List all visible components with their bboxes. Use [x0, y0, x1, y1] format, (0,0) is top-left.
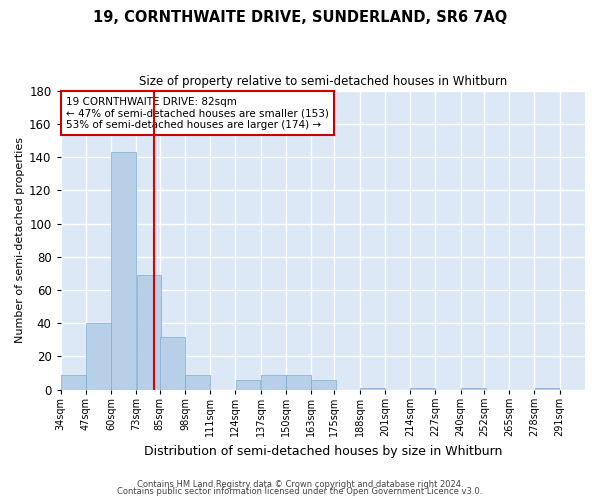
Text: 19, CORNTHWAITE DRIVE, SUNDERLAND, SR6 7AQ: 19, CORNTHWAITE DRIVE, SUNDERLAND, SR6 7… — [93, 10, 507, 25]
X-axis label: Distribution of semi-detached houses by size in Whitburn: Distribution of semi-detached houses by … — [143, 444, 502, 458]
Bar — [286, 375, 311, 390]
Text: 19 CORNTHWAITE DRIVE: 82sqm
← 47% of semi-detached houses are smaller (153)
53% : 19 CORNTHWAITE DRIVE: 82sqm ← 47% of sem… — [66, 96, 329, 130]
Bar — [185, 375, 210, 390]
Y-axis label: Number of semi-detached properties: Number of semi-detached properties — [15, 137, 25, 343]
Bar — [160, 336, 185, 390]
Bar — [410, 388, 435, 390]
Bar — [61, 375, 86, 390]
Title: Size of property relative to semi-detached houses in Whitburn: Size of property relative to semi-detach… — [139, 75, 507, 88]
Bar — [112, 152, 136, 390]
Bar — [535, 388, 559, 390]
Bar — [86, 323, 111, 390]
Bar — [311, 380, 336, 390]
Bar — [236, 380, 260, 390]
Text: Contains HM Land Registry data © Crown copyright and database right 2024.: Contains HM Land Registry data © Crown c… — [137, 480, 463, 489]
Text: Contains public sector information licensed under the Open Government Licence v3: Contains public sector information licen… — [118, 487, 482, 496]
Bar — [360, 388, 385, 390]
Bar — [261, 375, 286, 390]
Bar — [461, 388, 485, 390]
Bar — [137, 275, 161, 390]
